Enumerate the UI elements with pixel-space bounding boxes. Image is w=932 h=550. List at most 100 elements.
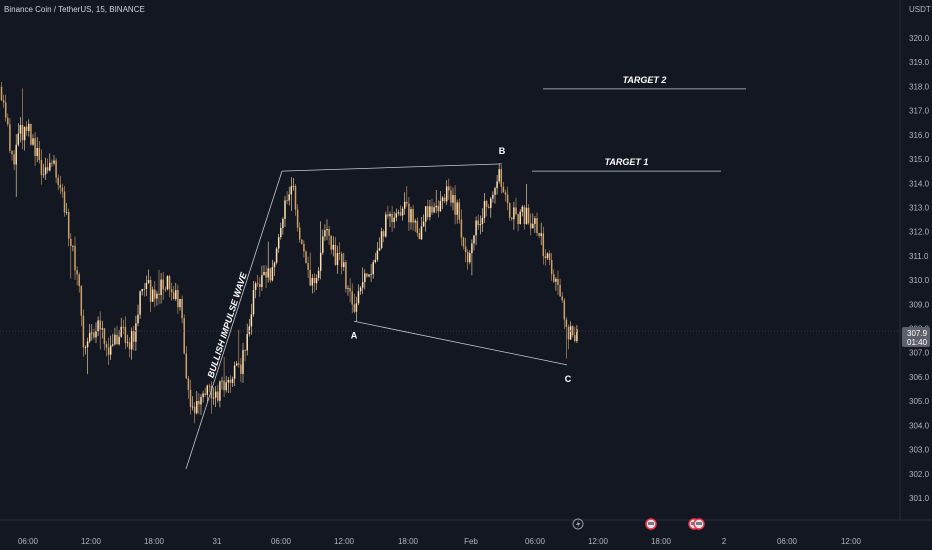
candle-body [391,213,393,223]
candle-body [347,288,349,289]
candle-body [51,162,53,164]
time-tick-label: 06:00 [777,537,798,546]
countdown-value: 01:40 [907,338,928,347]
time-tick-label: 12:00 [841,537,862,546]
candle-body [28,123,30,131]
candle-body [408,203,410,223]
candle-body [11,150,13,155]
candle-body [44,167,47,175]
candle-body [80,286,83,316]
candle-body [481,217,484,225]
candle-body [433,207,435,213]
candle-body [502,186,505,193]
trend-line[interactable] [185,171,283,470]
candle-body [99,320,101,330]
candle-body [401,208,404,216]
time-tick-label: 06:00 [525,537,546,546]
time-tick-label: Feb [464,537,478,546]
candle-body [242,350,244,374]
candle-body [456,202,458,215]
lightning-icon[interactable] [572,518,584,530]
candle-body [25,126,28,131]
price-tick-label: 309.0 [909,300,930,309]
trend-line[interactable] [281,163,503,172]
candle-body [330,235,332,250]
candle-body [156,293,158,299]
candle-body [319,252,322,271]
candle-body [273,262,276,268]
candle-body [107,347,110,355]
candle-body [422,221,425,227]
candle-body [452,195,454,203]
price-tick-label: 303.0 [909,446,930,455]
candle-body [403,201,406,209]
candle-body [450,190,452,203]
candle-body [311,277,314,286]
candle-body [418,232,421,240]
candle-body [544,256,547,259]
candle-body [84,347,87,349]
candle-body [233,365,236,379]
candle-body [479,224,482,226]
candle-body [76,270,78,275]
wave-point-label: A [351,330,358,340]
candle-body [305,251,307,264]
candle-body [221,380,223,382]
candle-body [513,207,515,220]
time-tick-label: 2 [722,537,727,546]
candle-body [135,323,137,342]
candle-body [309,269,311,286]
candles-layer [0,81,578,424]
time-tick-label: 06:00 [18,537,39,546]
candle-body [240,364,242,374]
candle-body [324,230,326,237]
candle-body [317,270,320,278]
candle-body [494,188,496,195]
candle-body [105,343,108,348]
candle-body [109,345,112,355]
candle-body [296,209,299,228]
candle-body [206,385,209,395]
candle-body [523,206,526,225]
candle-body [569,326,572,340]
candle-body [244,350,246,351]
time-axis[interactable]: 06:00 12:00 18:00 31 06:00 12:00 18:00 Feb 06:00… [18,537,862,546]
event-marker-icon[interactable] [645,518,657,530]
candle-body [445,186,448,202]
trend-line[interactable] [353,320,568,366]
candle-body [34,138,36,157]
candle-body [280,227,282,238]
candle-body [122,326,125,328]
candle-body [288,194,290,201]
candle-body [412,209,414,223]
candle-body [448,186,450,191]
candle-body [557,278,559,286]
candle-body [372,262,374,275]
candle-body [179,298,181,308]
candle-body [103,328,106,344]
candle-body [271,267,274,281]
candle-body [336,253,339,265]
candle-body [435,205,437,208]
candle-body [565,319,568,327]
candle-body [487,206,490,208]
candle-body [40,160,43,175]
candle-body [219,381,221,401]
candle-body [395,213,398,218]
candle-body [382,231,385,237]
candle-body [298,227,301,240]
event-marker-icon[interactable] [693,518,705,530]
candle-body [193,406,196,414]
candle-body [208,385,211,387]
candle-body [441,197,444,202]
symbol-title: Binance Coin / TetherUS, 15, BINANCE [4,5,145,14]
candle-body [95,331,97,338]
candle-body [462,237,465,247]
candle-body [227,379,230,383]
price-tick-label: 312.0 [909,228,930,237]
candle-body [7,117,9,125]
candle-body [261,275,263,287]
candle-body [290,186,293,195]
